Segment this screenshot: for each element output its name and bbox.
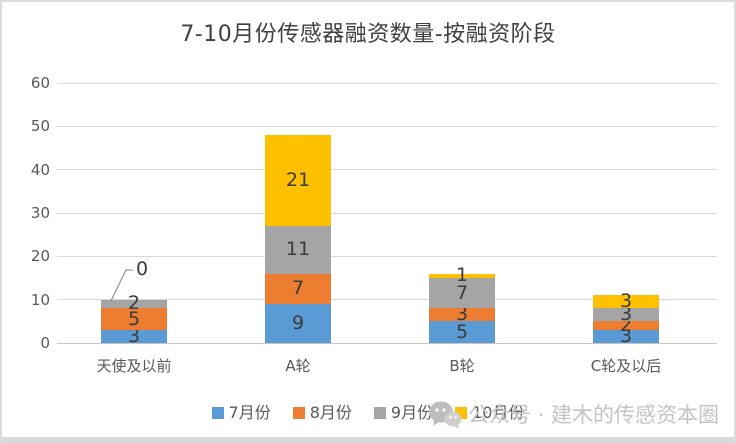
bar-segment-7月份-天使及以前: 3 [101,325,167,347]
gridline-30 [57,212,717,214]
x-axis-label-天使及以前: 天使及以前 [96,357,172,375]
legend-swatch [211,407,224,419]
bar-segment-7月份-A轮: 9 [265,304,331,343]
data-label: 3 [619,290,633,313]
y-axis-tick: 50 [30,117,50,136]
data-label: 9 [291,312,305,334]
y-axis-tick: 10 [30,290,50,309]
legend-item-10月份: 10月份 [455,403,524,423]
legend-item-8月份: 8月份 [292,403,352,423]
x-axis-label-C轮及以后: C轮及以后 [590,357,662,375]
bar-segment-9月份-A轮: 11 [265,226,331,274]
legend-label: 10月份 [472,403,525,422]
x-axis-label-A轮: A轮 [285,357,311,375]
bar-segment-9月份-天使及以前: 2 [101,294,167,313]
x-axis-label-B轮: B轮 [449,357,475,375]
data-label: 2 [127,292,141,315]
y-axis-tick: 30 [30,204,50,222]
legend-item-9月份: 9月份 [373,403,434,423]
data-label: 7 [455,281,469,304]
bar-segment-8月份-天使及以前: 5 [101,308,167,330]
y-axis-tick: 20 [30,247,50,266]
legend-swatch [455,407,468,419]
data-label: 11 [285,238,311,261]
gridline-40 [57,169,717,171]
gridline-10 [57,299,717,301]
bar-segment-10月份-B轮: 1 [429,266,495,285]
bar-segment-8月份-B轮: 3 [429,303,495,326]
y-axis-tick: 40 [30,160,50,179]
gridline-20 [57,255,717,257]
gridline-50 [57,125,717,127]
zero-callout-label: 0 [136,258,149,280]
bar-segment-10月份-C轮及以后: 3 [593,290,659,313]
chart-title: 7-10月份传感器融资数量-按融资阶段 [180,22,556,47]
y-axis-tick: 0 [40,334,50,352]
data-label: 3 [619,303,633,326]
bar-segment-8月份-A轮: 7 [265,273,331,304]
data-label: 3 [127,325,141,347]
data-label: 3 [455,303,469,326]
bar-segment-9月份-B轮: 7 [429,278,495,309]
data-label: 3 [619,325,633,347]
bar-segment-10月份-A轮: 21 [265,135,331,226]
data-label: 7 [291,277,305,300]
bar-segment-9月份-C轮及以后: 3 [593,303,659,326]
gridline-0 [57,342,717,344]
legend: 7月份 8月份 9月份 10月份 [2,403,734,423]
data-label: 5 [455,320,469,343]
bar-segment-7月份-B轮: 5 [429,321,495,343]
legend-swatch [373,407,386,419]
bar-segment-7月份-C轮及以后: 3 [593,325,659,347]
legend-label: 7月份 [228,403,271,422]
y-axis-tick: 60 [30,74,50,92]
data-label: 1 [455,264,469,287]
data-label: 5 [127,307,141,330]
bottom-border-strip [2,437,734,443]
gridline-60 [57,82,717,84]
legend-label: 9月份 [390,403,434,422]
legend-label: 8月份 [309,403,352,422]
legend-item-7月份: 7月份 [211,403,271,423]
legend-swatch [292,407,305,419]
data-label: 21 [285,169,311,191]
